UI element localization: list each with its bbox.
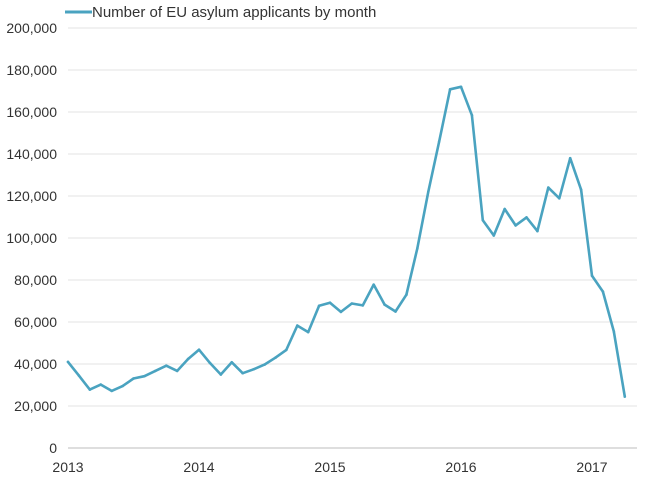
data-point [66,360,70,364]
x-tick-label: 2015 [314,459,345,475]
data-point [197,348,201,352]
data-point [295,324,299,327]
data-point [77,374,81,377]
data-point [601,290,605,293]
gridlines [68,27,637,407]
data-point [503,207,506,211]
data-point [154,369,157,373]
data-point [263,363,266,366]
x-axis: 2013 2014 2015 2016 2017 [52,447,637,475]
data-point [339,310,343,314]
series-group [66,85,627,398]
data-point [241,371,244,375]
data-point [481,218,485,222]
data-point [186,357,190,361]
y-tick-label: 160,000 [6,104,57,120]
data-point [525,216,528,219]
data-point [306,330,310,334]
y-tick-label: 20,000 [14,398,57,414]
x-tick-label: 2014 [183,459,214,475]
x-tick-label: 2013 [52,459,83,475]
data-point [590,274,594,278]
data-point [110,389,113,393]
data-point [579,188,583,191]
data-point [557,197,561,200]
data-point [317,304,321,308]
data-point [536,229,539,233]
data-point [121,384,124,388]
y-tick-label: 100,000 [6,230,57,246]
data-point [612,330,616,333]
x-tick-label: 2017 [576,459,607,475]
data-point [394,310,397,313]
data-point [459,85,463,89]
y-tick-label: 60,000 [14,314,57,330]
data-point [514,224,517,227]
data-point [448,88,452,91]
data-point [350,302,354,305]
y-tick-label: 120,000 [6,188,57,204]
y-tick-label: 180,000 [6,62,57,78]
data-point [361,304,365,307]
data-point [623,395,627,398]
x-tick-label: 2016 [445,459,476,475]
data-point [88,388,92,391]
data-point [285,348,288,352]
legend-label: Number of EU asylum applicants by month [92,4,376,21]
y-tick-label: 140,000 [6,146,57,162]
data-point [492,234,496,237]
data-point [547,186,550,189]
data-point [405,293,408,297]
data-point [99,383,103,386]
data-point [230,361,234,364]
data-point [175,369,179,373]
data-point [208,361,212,365]
data-point [219,373,223,376]
data-point [328,301,332,304]
data-point [416,247,419,250]
series-line [66,85,627,398]
data-point [568,156,572,160]
data-point [164,364,168,367]
data-point [437,140,441,143]
y-tick-label: 80,000 [14,272,57,288]
data-point [252,367,255,371]
y-tick-label: 200,000 [6,20,57,36]
y-tick-label: 40,000 [14,356,57,372]
data-point [274,356,277,360]
legend: Number of EU asylum applicants by month [65,4,376,21]
data-point [143,374,146,378]
data-point [132,377,135,380]
data-point [372,283,375,286]
y-axis-tick-labels: 0 20,000 40,000 60,000 80,000 100,000 120,000 1… [6,20,57,456]
y-tick-label: 0 [49,440,57,456]
data-point [383,303,386,306]
data-point [426,190,430,194]
data-point [470,113,474,117]
